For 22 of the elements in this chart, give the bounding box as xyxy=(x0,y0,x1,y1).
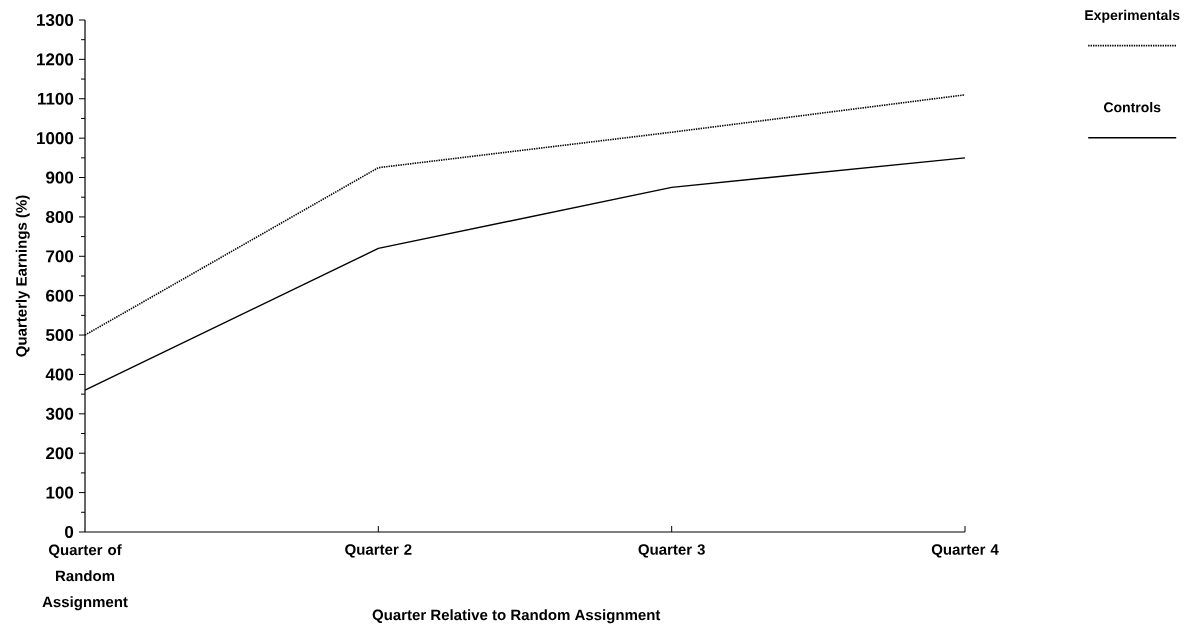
x-tick-label: Quarter of Random Assignment xyxy=(42,544,128,611)
x-tick-label: Quarter 3 xyxy=(638,544,705,558)
y-tick-label: 800 xyxy=(45,210,74,223)
y-tick-label: 200 xyxy=(46,447,74,460)
text: Controls xyxy=(1104,101,1161,113)
x-tick-label: Quarter 4 xyxy=(931,544,999,558)
text: Experimentals xyxy=(1085,9,1180,23)
y-tick-label: 1300 xyxy=(37,13,74,27)
y-tick-label: 400 xyxy=(45,368,74,381)
y-tick-label: 100 xyxy=(46,486,74,499)
y-tick-label: 600 xyxy=(46,289,74,302)
y-tick-label: 0 xyxy=(65,525,74,539)
y-tick-label: 1100 xyxy=(38,92,74,105)
y-tick-label: 900 xyxy=(46,171,74,184)
y-tick-label: 700 xyxy=(46,250,74,263)
y-tick-label: 500 xyxy=(45,329,74,342)
x-axis-title: Quarter Relative to Random Assignment xyxy=(372,609,661,624)
y-axis-title: Quarterly Earnings (%) xyxy=(15,195,30,357)
y-tick-label: 1200 xyxy=(37,53,74,66)
y-tick-label: 300 xyxy=(45,407,74,420)
x-tick-label: Quarter 2 xyxy=(345,544,412,558)
y-tick-label: 1000 xyxy=(37,132,74,145)
